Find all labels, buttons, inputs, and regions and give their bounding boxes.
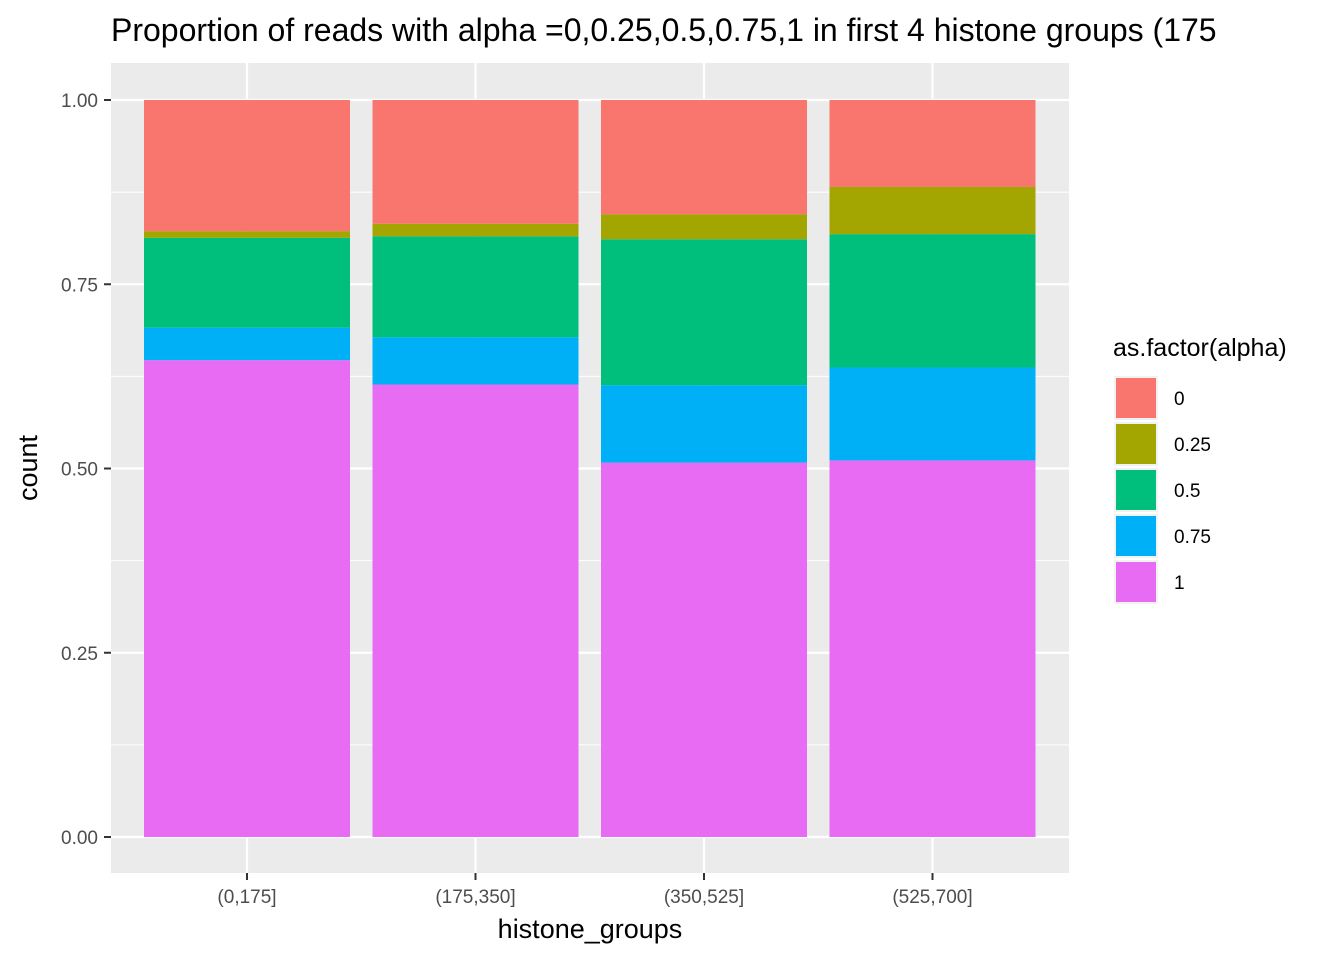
bar-segment (829, 234, 1036, 368)
legend-label: 0.25 (1174, 435, 1211, 456)
y-tick-label: 0.75 (61, 275, 98, 296)
bars (144, 100, 1036, 837)
y-tick-label: 0.00 (61, 828, 98, 849)
legend-label: 0 (1174, 389, 1185, 410)
x-tick-label: (525,700] (892, 887, 972, 908)
y-tick-label: 0.25 (61, 644, 98, 665)
legend-key (1116, 516, 1156, 556)
y-tick-label: 1.00 (61, 91, 98, 112)
chart-title: Proportion of reads with alpha =0,0.25,0… (111, 12, 1217, 48)
legend-key (1116, 470, 1156, 510)
y-axis: 0.00 0.25 0.50 0.75 1.00 (61, 91, 111, 849)
x-tick-label: (350,525] (664, 887, 744, 908)
bar-segment (601, 462, 807, 837)
bar-segment (829, 186, 1036, 235)
bar-segment (829, 460, 1036, 837)
legend-key (1116, 562, 1156, 602)
bar-segment (829, 367, 1036, 461)
y-tick-label: 0.50 (61, 460, 98, 481)
bar-segment (601, 239, 807, 386)
bar-segment (144, 327, 350, 361)
bar-segment (144, 231, 350, 238)
bar-segment (372, 100, 579, 224)
bar-segment (144, 360, 350, 837)
bar-segment (601, 385, 807, 463)
legend: as.factor(alpha) 0 0.25 0.5 0.75 1 (1113, 334, 1287, 604)
bar-segment (144, 237, 350, 328)
bar-segment (372, 236, 579, 338)
legend-title: as.factor(alpha) (1113, 334, 1287, 362)
bar-segment (372, 223, 579, 237)
bar-segment (372, 384, 579, 837)
bar-segment (601, 100, 807, 215)
legend-label: 0.75 (1174, 527, 1211, 548)
bar-segment (601, 214, 807, 240)
y-axis-title: count (13, 434, 43, 501)
x-axis: (0,175] (175,350] (350,525] (525,700] (217, 873, 973, 908)
legend-label: 0.5 (1174, 481, 1200, 502)
x-tick-label: (0,175] (217, 887, 276, 908)
legend-label: 1 (1174, 573, 1185, 594)
x-tick-label: (175,350] (435, 887, 515, 908)
bar-segment (372, 337, 579, 385)
legend-key (1116, 424, 1156, 464)
legend-key (1116, 378, 1156, 418)
bar-segment (144, 100, 350, 232)
x-axis-title: histone_groups (498, 914, 683, 944)
bar-segment (829, 100, 1036, 187)
